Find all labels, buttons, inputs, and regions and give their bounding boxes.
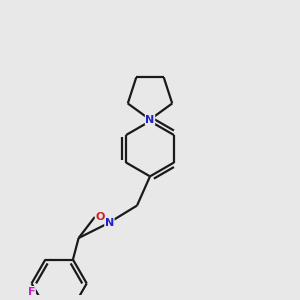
Text: N: N (146, 115, 154, 124)
Text: O: O (95, 212, 105, 222)
Text: F: F (28, 286, 35, 296)
Text: H: H (97, 213, 104, 223)
Text: N: N (105, 218, 114, 228)
